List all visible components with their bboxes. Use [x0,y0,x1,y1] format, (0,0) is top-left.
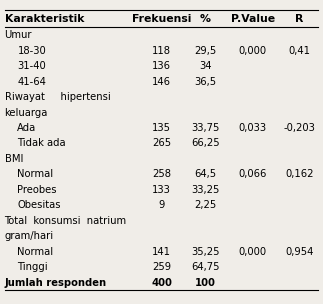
Text: Tinggi: Tinggi [17,262,48,272]
Text: 64,5: 64,5 [194,169,217,179]
Text: 41-64: 41-64 [17,77,46,87]
Text: Riwayat     hipertensi: Riwayat hipertensi [5,92,110,102]
Text: 0,162: 0,162 [285,169,313,179]
Text: 36,5: 36,5 [194,77,217,87]
Text: Normal: Normal [17,169,54,179]
Text: Umur: Umur [5,30,32,40]
Text: gram/hari: gram/hari [5,231,54,241]
Text: 33,25: 33,25 [191,185,220,195]
Text: Karakteristik: Karakteristik [5,14,84,24]
Text: 265: 265 [152,138,171,148]
Text: 0,000: 0,000 [239,247,267,257]
Text: 18-30: 18-30 [17,46,46,56]
Text: 136: 136 [152,61,171,71]
Text: 146: 146 [152,77,171,87]
Text: 133: 133 [152,185,171,195]
Text: BMI: BMI [5,154,23,164]
Text: 34: 34 [199,61,212,71]
Text: 0,066: 0,066 [239,169,267,179]
Text: 258: 258 [152,169,171,179]
Text: 66,25: 66,25 [191,138,220,148]
Text: 259: 259 [152,262,171,272]
Text: Tidak ada: Tidak ada [17,138,66,148]
Text: 135: 135 [152,123,171,133]
Text: Frekuensi: Frekuensi [132,14,191,24]
Text: 35,25: 35,25 [191,247,220,257]
Text: 9: 9 [158,200,165,210]
Text: 0,000: 0,000 [239,46,267,56]
Text: Total  konsumsi  natrium: Total konsumsi natrium [5,216,127,226]
Text: 31-40: 31-40 [17,61,46,71]
Text: %: % [200,14,211,24]
Text: 0,41: 0,41 [288,46,310,56]
Text: 0,033: 0,033 [239,123,267,133]
Text: 400: 400 [151,278,172,288]
Text: -0,203: -0,203 [283,123,315,133]
Text: keluarga: keluarga [5,108,48,118]
Text: 2,25: 2,25 [194,200,217,210]
Text: Ada: Ada [17,123,36,133]
Text: Preobes: Preobes [17,185,57,195]
Text: Jumlah responden: Jumlah responden [5,278,107,288]
Text: 29,5: 29,5 [194,46,217,56]
Text: P.Value: P.Value [231,14,275,24]
Text: 33,75: 33,75 [191,123,220,133]
Text: 141: 141 [152,247,171,257]
Text: 118: 118 [152,46,171,56]
Text: 64,75: 64,75 [191,262,220,272]
Text: R: R [295,14,303,24]
Text: Normal: Normal [17,247,54,257]
Text: 100: 100 [195,278,216,288]
Text: Obesitas: Obesitas [17,200,61,210]
Text: 0,954: 0,954 [285,247,313,257]
